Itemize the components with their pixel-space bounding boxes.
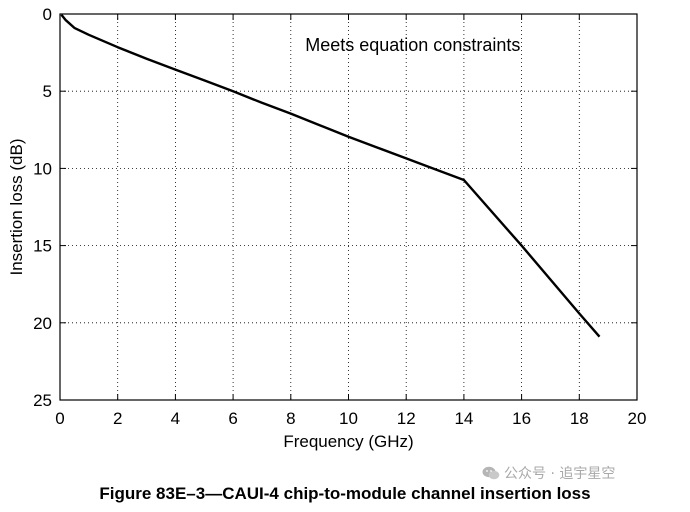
x-tick-label: 12 (397, 409, 416, 428)
x-tick-label: 10 (339, 409, 358, 428)
y-axis-title: Insertion loss (dB) (7, 139, 26, 276)
grid (60, 14, 637, 400)
figure-caption: Figure 83E–3—CAUI-4 chip-to-module chann… (99, 484, 591, 503)
x-tick-label: 0 (55, 409, 64, 428)
y-tick-label: 20 (33, 314, 52, 333)
x-tick-label: 16 (512, 409, 531, 428)
ticks: 0 2 4 6 8 10 12 14 16 18 20 0 5 10 15 20 25 (33, 5, 646, 428)
x-axis-title: Frequency (GHz) (283, 432, 413, 451)
x-tick-label: 2 (113, 409, 122, 428)
x-tick-label: 6 (228, 409, 237, 428)
wechat-icon (482, 466, 500, 480)
chart-annotation: Meets equation constraints (305, 35, 520, 55)
x-tick-label: 8 (286, 409, 295, 428)
y-tick-label: 0 (43, 5, 52, 24)
y-tick-label: 25 (33, 391, 52, 410)
x-tick-label: 18 (570, 409, 589, 428)
watermark: 公众号 · 追宇星空 (482, 463, 615, 483)
x-tick-label: 4 (171, 409, 180, 428)
y-tick-label: 10 (33, 159, 52, 178)
x-tick-label: 14 (454, 409, 473, 428)
y-tick-label: 5 (43, 82, 52, 101)
watermark-text: 公众号 · 追宇星空 (504, 466, 616, 482)
y-tick-label: 15 (33, 237, 52, 256)
insertion-loss-line (60, 14, 601, 338)
x-tick-label: 20 (628, 409, 647, 428)
